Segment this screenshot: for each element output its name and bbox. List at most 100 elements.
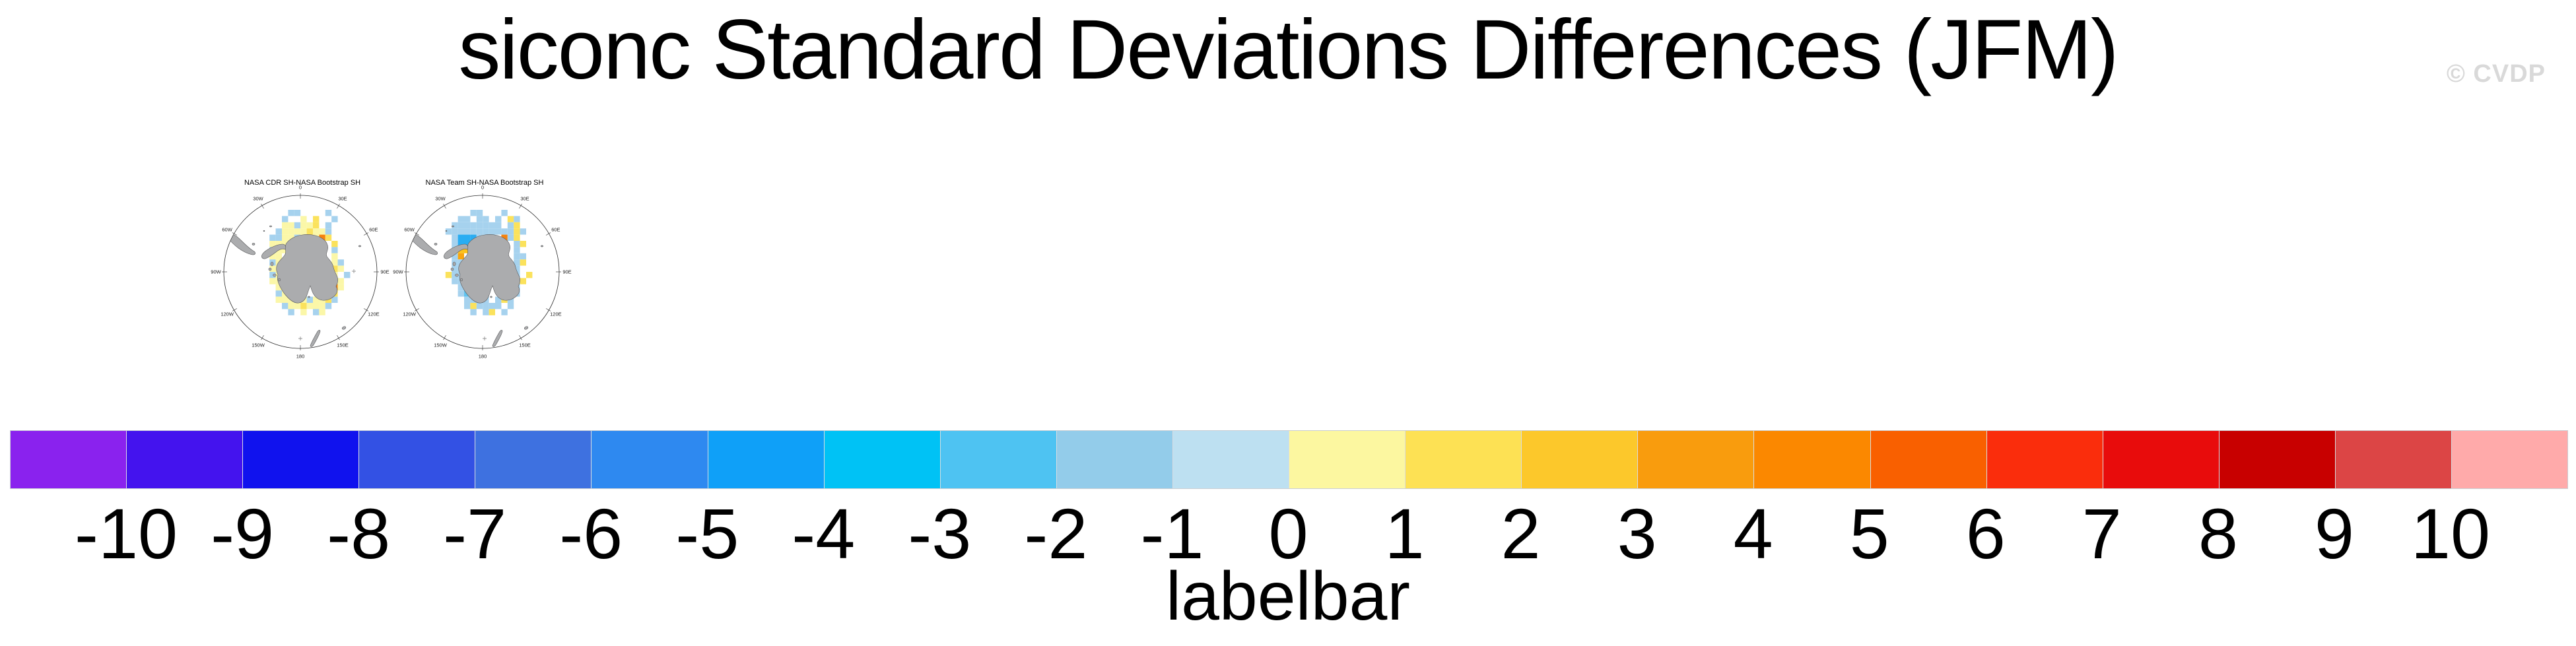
map-panel-nasa-cdr: NASA CDR SH-NASA Bootstrap SH 0 30E 60E 90E… [211, 179, 389, 360]
labelbar-tick: -10 [74, 494, 178, 573]
labelbar-tick: -2 [1024, 494, 1088, 573]
grid-cell [288, 228, 294, 235]
grid-cell [458, 253, 464, 260]
lon-tick [337, 203, 340, 209]
grid-cell [501, 228, 508, 235]
labelbar-swatches [10, 430, 2568, 489]
lon-label: 90W [393, 269, 403, 275]
grid-cell [282, 296, 288, 303]
grid-cell [520, 228, 526, 235]
labelbar-segment [2335, 431, 2452, 488]
grid-cell [464, 216, 471, 222]
grid-cell [464, 228, 471, 235]
grid-cell [269, 278, 276, 284]
labelbar-tick: 5 [1849, 494, 1889, 573]
labelbar-segment [1754, 431, 1871, 488]
lon-label: 30E [520, 196, 529, 202]
labelbar-tick: 0 [1268, 494, 1308, 573]
grid-cell [452, 222, 458, 229]
grid-cell [282, 216, 288, 222]
grid-cell [288, 222, 294, 229]
grid-cell [275, 253, 282, 260]
grid-cell [464, 296, 471, 303]
grid-cell [483, 222, 489, 229]
grid-cell [300, 228, 307, 235]
lon-tick [545, 232, 551, 236]
labelbar-tick: -7 [443, 494, 507, 573]
grid-cell [483, 228, 489, 235]
grid-cell [319, 234, 325, 241]
grid-cell [452, 278, 458, 284]
lon-tick [519, 335, 522, 340]
grid-cell [306, 296, 313, 303]
lon-tick [232, 232, 238, 236]
labelbar-tick: 7 [2082, 494, 2122, 573]
figure-title: siconc Standard Deviations Differences (… [458, 3, 2118, 97]
grid-cell [331, 259, 338, 266]
grid-cell [507, 228, 514, 235]
grid-cell [282, 241, 288, 247]
lon-tick [232, 308, 238, 311]
lon-label: 120E [368, 311, 380, 317]
labelbar-segment [1289, 431, 1406, 488]
lon-label: 0 [299, 185, 302, 191]
grid-cell [337, 284, 344, 291]
grid-cell [495, 228, 502, 235]
grid-cell [476, 303, 483, 309]
labelbar-tick: -8 [327, 494, 391, 573]
lon-label: 150E [337, 342, 349, 348]
grid-cell [483, 216, 489, 222]
grid-cell [470, 234, 477, 241]
lon-tick [414, 308, 420, 311]
grid-cell [313, 309, 320, 315]
lon-tick [545, 308, 551, 311]
grid-cell [483, 309, 489, 315]
grid-cell [520, 241, 526, 247]
grid-cell [514, 216, 520, 222]
grid-cell [458, 228, 464, 235]
lon-tick [261, 335, 264, 340]
grid-cell [514, 247, 520, 253]
grid-cell [514, 222, 520, 229]
grid-cell [313, 222, 320, 229]
labelbar-tick: 6 [1965, 494, 2006, 573]
labelbar-title: labelbar [1165, 558, 1411, 635]
grid-cell [445, 272, 452, 278]
lon-label: 90E [380, 269, 389, 275]
grid-cell [501, 210, 508, 216]
grid-cell [300, 303, 307, 309]
grid-cell [275, 234, 282, 241]
labelbar-tick: -3 [908, 494, 972, 573]
grid-cell [325, 222, 332, 229]
labelbar-segment [243, 431, 360, 488]
labelbar-segment [11, 431, 127, 488]
grid-cell [325, 303, 332, 309]
grid-cell [520, 278, 526, 284]
labelbar-segment [940, 431, 1057, 488]
grid-cell [464, 241, 471, 247]
grid-cell [452, 234, 458, 241]
cvdp-watermark: © CVDP [2446, 60, 2546, 88]
grid-cell [282, 303, 288, 309]
grid-cell [319, 309, 325, 315]
grid-cell [331, 247, 338, 253]
grid-cell [325, 210, 332, 216]
lon-label: 30E [338, 196, 347, 202]
grid-cross [352, 269, 356, 273]
lon-tick [519, 203, 522, 209]
labelbar-segment [1638, 431, 1755, 488]
labelbar-segment [359, 431, 476, 488]
lon-ticks [404, 193, 561, 350]
lon-tick [261, 203, 264, 209]
grid-cell [331, 216, 338, 222]
labelbar-tick: 4 [1733, 494, 1773, 573]
grid-cell [319, 303, 325, 309]
labelbar-tick: -9 [211, 494, 275, 573]
labelbar-tick: -6 [559, 494, 623, 573]
grid-cell [275, 228, 282, 235]
lon-labels: 0 30E 60E 90E 120E 150E 180 150W 120W 90W 60W 30W [211, 185, 389, 360]
lon-label: 120E [550, 311, 562, 317]
grid-cell [294, 303, 301, 309]
lon-ticks [222, 193, 379, 350]
grid-cell [313, 296, 320, 303]
